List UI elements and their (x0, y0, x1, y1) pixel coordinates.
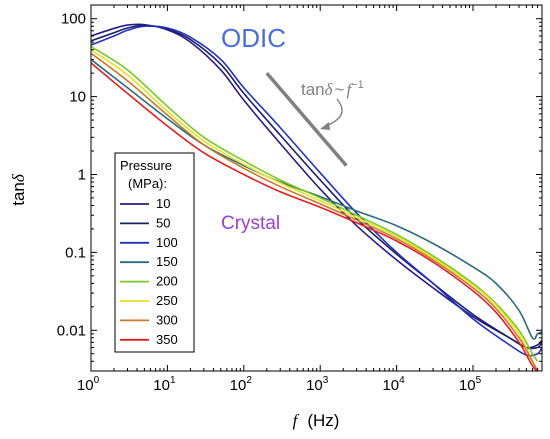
x-tick-label: 105 (459, 375, 482, 394)
x-tick-label: 103 (306, 375, 329, 394)
legend-label-10: 10 (156, 196, 170, 211)
region-label-crystal: Crystal (221, 213, 280, 234)
series-line-150 (91, 58, 542, 340)
series-line-100 (91, 25, 542, 357)
y-tick-label: 100 (61, 11, 86, 28)
series-layer (91, 23, 542, 371)
y-tick-label: 1 (78, 166, 86, 183)
legend-label-300: 300 (156, 312, 178, 327)
legend-label-50: 50 (156, 215, 170, 230)
slope-arrowhead (320, 122, 330, 130)
slope-annotation: tanδ ~ f−1 (265, 72, 364, 167)
series-line-200 (91, 45, 539, 362)
y-axis-title: tanδ (9, 173, 28, 206)
x-axis-title: f (Hz) (293, 411, 340, 430)
legend-box (114, 152, 195, 353)
series-line-350 (91, 62, 539, 371)
legend-label-200: 200 (156, 274, 178, 289)
slope-label: tanδ ~ f−1 (301, 79, 364, 99)
legend-title-unit: (MPa): (128, 176, 167, 191)
series-line-50 (91, 24, 542, 349)
x-tick-label: 101 (153, 375, 176, 394)
region-label-odic: ODIC (221, 23, 286, 53)
series-line-250 (91, 49, 539, 371)
y-tick-label: 10 (69, 89, 86, 106)
legend-label-250: 250 (156, 293, 178, 308)
slope-arrow (325, 98, 343, 127)
legend-label-100: 100 (156, 235, 178, 250)
series-line-300 (91, 52, 539, 371)
legend-label-150: 150 (156, 254, 178, 269)
x-tick-label: 100 (77, 375, 100, 394)
legend: Pressure (MPa): 10 50 100 150 200 250 300 350 (114, 152, 195, 353)
y-tick-label: 0.1 (65, 244, 86, 261)
x-tick-label: 104 (382, 375, 405, 394)
legend-items: 10 50 100 150 200 250 300 350 (120, 196, 178, 347)
legend-title: Pressure (120, 158, 172, 173)
x-tick-label: 102 (230, 375, 253, 394)
y-tick-label: 0.01 (57, 322, 86, 339)
slope-guide-line (265, 72, 348, 167)
legend-label-350: 350 (156, 332, 178, 347)
